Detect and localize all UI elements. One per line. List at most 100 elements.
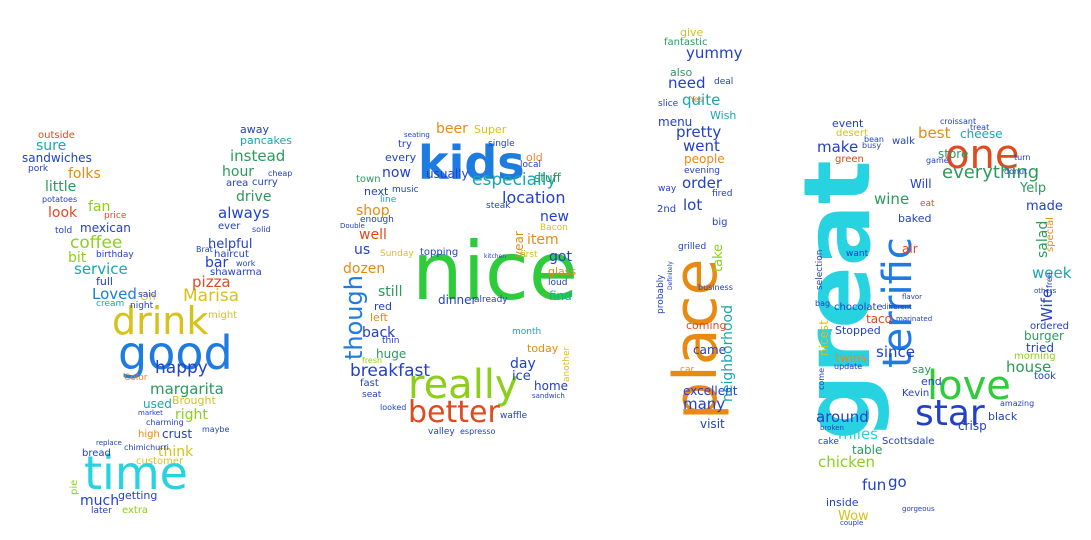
word-full: full bbox=[96, 275, 113, 288]
word-first: first bbox=[520, 250, 538, 260]
word-shawarma: shawarma bbox=[210, 267, 262, 278]
word-burger: burger bbox=[1024, 329, 1064, 343]
word-pancakes: pancakes bbox=[240, 134, 292, 147]
word-way: way bbox=[658, 184, 677, 194]
word-came: came bbox=[693, 343, 727, 357]
word-new: new bbox=[540, 209, 569, 225]
word-house: house bbox=[1006, 358, 1052, 376]
word-haircut: haircut bbox=[214, 249, 249, 260]
word-everything: everything bbox=[942, 162, 1040, 183]
word-chocolate: chocolate bbox=[834, 302, 883, 313]
word-super: Super bbox=[474, 123, 507, 136]
word-car: car bbox=[680, 365, 695, 375]
word-selection: selection bbox=[815, 249, 825, 290]
word-pizza: pizza bbox=[192, 273, 231, 291]
word-replace: replace bbox=[96, 439, 122, 447]
word-ever: ever bbox=[218, 221, 241, 232]
word-still: still bbox=[378, 284, 403, 300]
word-seating: seating bbox=[404, 131, 430, 139]
word-old: old bbox=[526, 151, 543, 164]
word-went: went bbox=[683, 137, 720, 155]
word-sandwich: sandwich bbox=[532, 392, 565, 400]
word-away: away bbox=[240, 123, 269, 136]
word-stopped: Stopped bbox=[835, 324, 881, 337]
word-free: free bbox=[1045, 272, 1054, 288]
word-make: make bbox=[817, 138, 859, 156]
word-wow: Wow bbox=[838, 509, 869, 524]
word-tried: tried bbox=[1026, 341, 1054, 355]
word-crisp: crisp bbox=[958, 419, 987, 433]
word-taco: taco bbox=[866, 312, 892, 326]
word-ice: ice bbox=[512, 369, 531, 384]
word-lot: lot bbox=[683, 196, 703, 214]
word-thin: thin bbox=[382, 336, 400, 346]
word-best: best bbox=[918, 124, 951, 142]
word-cheap: cheap bbox=[268, 169, 293, 178]
word-flavor: flavor bbox=[902, 293, 923, 301]
word-twins: twins bbox=[835, 351, 867, 365]
word-double: Double bbox=[340, 222, 365, 230]
word-town: town bbox=[356, 174, 381, 185]
word-air: air bbox=[902, 242, 918, 256]
word-espresso: espresso bbox=[460, 427, 496, 436]
word-might: might bbox=[208, 310, 238, 321]
word-helpful: helpful bbox=[208, 237, 253, 252]
word-sunday: Sunday bbox=[380, 249, 414, 259]
word-want: want bbox=[846, 249, 869, 259]
word-curry: curry bbox=[252, 177, 278, 188]
word-broken: broken bbox=[820, 424, 844, 432]
word-today: today bbox=[527, 342, 559, 355]
word-also: also bbox=[670, 66, 693, 79]
word-valley: valley bbox=[428, 427, 455, 437]
word-find: find bbox=[549, 289, 572, 303]
word-fired: fired bbox=[712, 189, 733, 199]
word-better: better bbox=[408, 395, 500, 430]
word-special: special bbox=[1045, 217, 1056, 252]
word-enough: enough bbox=[360, 215, 394, 225]
word-fun: fun bbox=[862, 476, 887, 494]
word-scottsdale: Scottsdale bbox=[882, 436, 935, 447]
word-looked: looked bbox=[380, 403, 407, 412]
word-loved: Loved bbox=[92, 285, 137, 303]
word-kids: kids bbox=[418, 136, 525, 190]
word-people: people bbox=[684, 152, 725, 166]
word-donut: donut bbox=[1004, 167, 1028, 176]
word-fan: fan bbox=[88, 199, 111, 215]
word-already: already bbox=[474, 295, 508, 305]
word-coffee: coffee bbox=[70, 233, 123, 253]
word-area: area bbox=[226, 178, 249, 189]
word-marisa: Marisa bbox=[183, 286, 240, 306]
word-usually: usually bbox=[426, 167, 469, 181]
word-big: big bbox=[712, 217, 728, 228]
word-update: update bbox=[834, 362, 863, 371]
word-market: market bbox=[138, 409, 163, 417]
word-bacon: Bacon bbox=[540, 223, 568, 233]
word-order: order bbox=[682, 174, 722, 192]
word-quite: quite bbox=[682, 91, 721, 109]
word-told: told bbox=[55, 226, 73, 236]
word-pretty: pretty bbox=[676, 123, 722, 141]
word-marinated: marinated bbox=[896, 315, 933, 323]
word-took: took bbox=[1034, 371, 1056, 382]
word-need: need bbox=[668, 74, 706, 92]
word-eat: eat bbox=[920, 199, 935, 209]
word-time: time bbox=[84, 446, 188, 500]
word-fast: fast bbox=[360, 378, 379, 389]
word-star: star bbox=[915, 393, 985, 434]
word-different: different bbox=[882, 303, 912, 311]
word-outside: outside bbox=[38, 130, 75, 141]
word-every: every bbox=[385, 151, 417, 164]
word-stuff: stuff bbox=[534, 171, 561, 185]
word-price: price bbox=[104, 211, 127, 221]
word-much: much bbox=[80, 493, 120, 509]
word-month: month bbox=[512, 327, 542, 337]
word-inside: inside bbox=[826, 496, 859, 509]
word-line: line bbox=[380, 195, 397, 205]
word-try: try bbox=[398, 139, 412, 150]
word-come: come bbox=[817, 367, 826, 390]
word-around: around bbox=[816, 408, 869, 426]
word-fresh: fresh bbox=[362, 356, 383, 365]
word-hour: hour bbox=[222, 164, 255, 180]
word-glass: glass bbox=[548, 265, 577, 278]
word-topping: topping bbox=[420, 247, 459, 258]
